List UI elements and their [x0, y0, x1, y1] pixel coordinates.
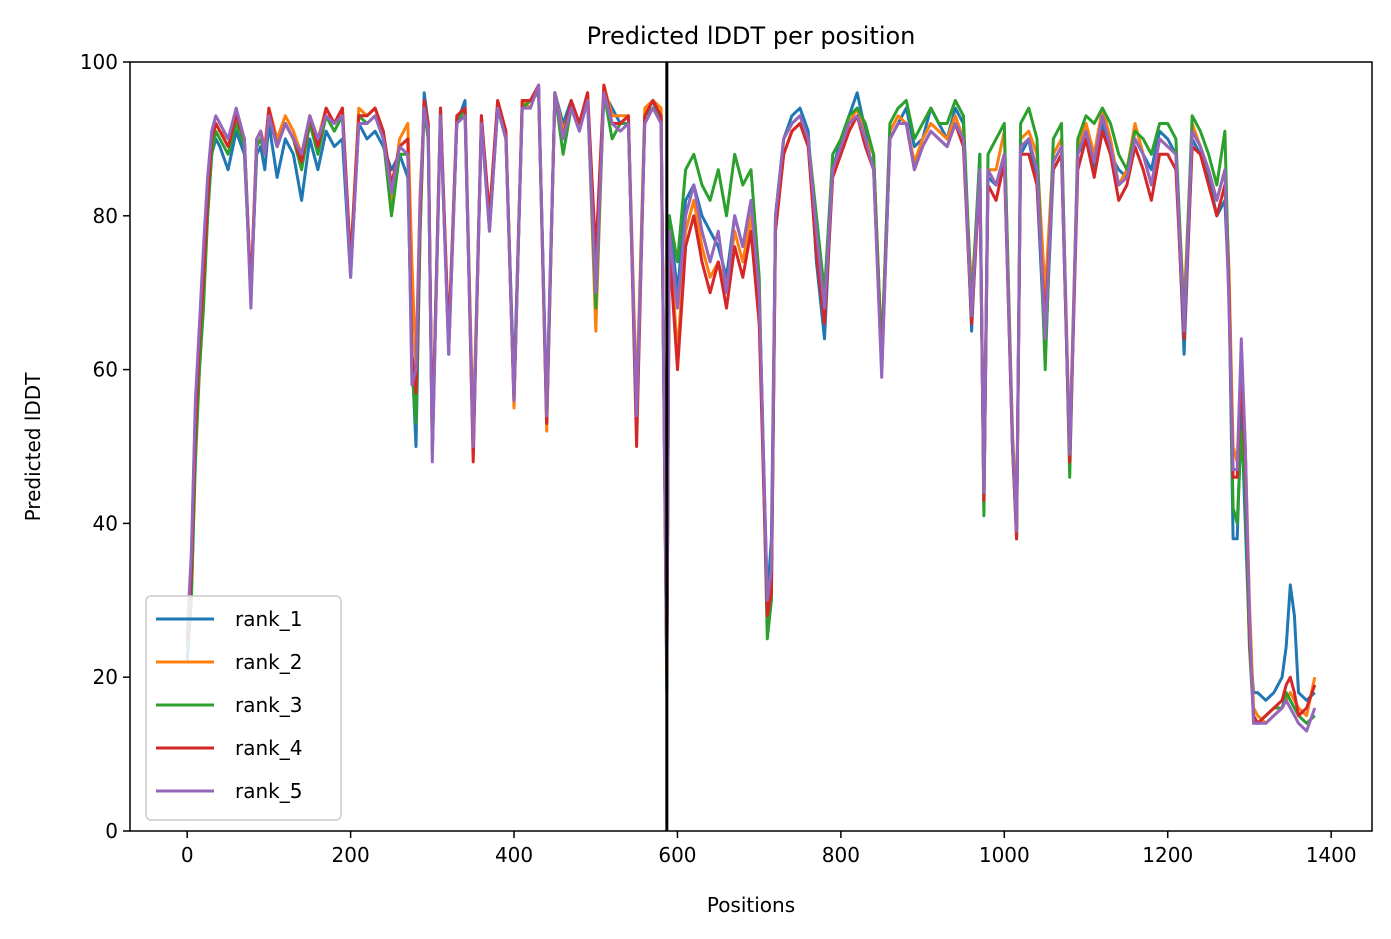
y-tick-label: 0: [105, 819, 118, 843]
legend-box: [145, 595, 342, 821]
y-tick-label: 100: [80, 50, 118, 74]
y-tick-label: 20: [93, 665, 118, 689]
chart-title: Predicted lDDT per position: [587, 22, 916, 50]
y-tick-label: 40: [93, 511, 118, 535]
y-axis-label: Predicted lDDT: [21, 372, 45, 522]
x-tick-label: 1000: [979, 843, 1030, 867]
legend: rank_1 rank_2 rank_3 rank_4 rank_5: [145, 595, 342, 821]
plot-frame: [129, 61, 1373, 832]
x-tick-label: 600: [658, 843, 696, 867]
y-tick-label: 60: [93, 358, 118, 382]
series-line-rank_5: [185, 83, 1317, 733]
x-tick-label: 0: [181, 843, 194, 867]
x-tick-label: 200: [332, 843, 370, 867]
legend-label-rank_2: rank_2: [235, 650, 302, 674]
x-tick-label: 1200: [1142, 843, 1193, 867]
x-tick-label: 800: [822, 843, 860, 867]
x-tick-label: 1400: [1306, 843, 1357, 867]
legend-label-rank_3: rank_3: [235, 693, 302, 717]
legend-label-rank_1: rank_1: [235, 607, 302, 631]
y-axis: 0 20 40 60 80 100: [80, 50, 130, 843]
legend-label-rank_4: rank_4: [235, 736, 302, 760]
plot-area: [185, 62, 1317, 831]
x-axis: 0 200 400 600 800 1000 1200 1400: [181, 831, 1357, 867]
x-axis-label: Positions: [707, 893, 795, 917]
x-tick-label: 400: [495, 843, 533, 867]
y-tick-label: 80: [93, 204, 118, 228]
legend-label-rank_5: rank_5: [235, 779, 302, 803]
